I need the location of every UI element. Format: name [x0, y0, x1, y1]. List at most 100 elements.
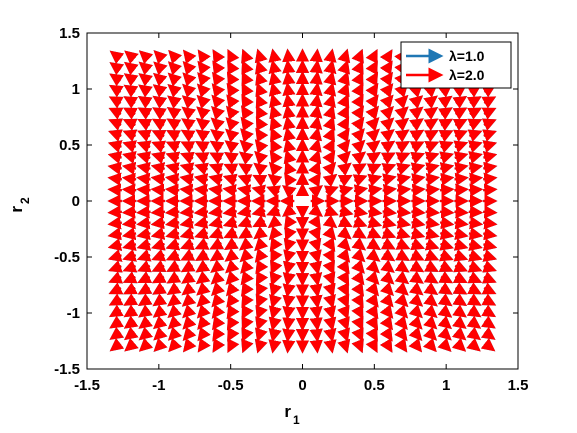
- quiver-arrow: [382, 215, 397, 229]
- quiver-arrow: [226, 315, 240, 331]
- quiver-arrow: [394, 304, 409, 319]
- quiver-arrow: [124, 326, 139, 341]
- quiver-arrow: [466, 293, 482, 306]
- quiver-arrow: [395, 237, 411, 250]
- quiver-arrow: [365, 281, 380, 297]
- quiver-arrow: [268, 59, 282, 75]
- quiver-arrow: [394, 106, 409, 121]
- quiver-arrow: [438, 248, 454, 262]
- quiver-arrow: [168, 337, 182, 353]
- quiver-arrow: [423, 270, 439, 284]
- quiver-arrow: [309, 305, 323, 320]
- quiver-arrow: [179, 162, 195, 176]
- quiver-arrow: [365, 304, 379, 320]
- quiver-arrow: [309, 93, 323, 108]
- quiver-arrow: [483, 161, 498, 175]
- quiver-arrow: [180, 129, 196, 143]
- quiver-arrow: [152, 95, 168, 109]
- quiver-arrow: [309, 260, 322, 276]
- quiver-arrow: [394, 259, 410, 273]
- quiver-arrow: [193, 215, 209, 229]
- quiver-arrow: [282, 93, 296, 108]
- quiver-arrow: [167, 315, 182, 330]
- quiver-arrow: [107, 205, 122, 219]
- quiver-arrow: [195, 270, 211, 285]
- quiver-arrow: [353, 184, 369, 198]
- quiver-arrow: [282, 70, 296, 85]
- quiver-arrow: [224, 140, 240, 154]
- quiver-arrow: [238, 151, 254, 165]
- quiver-arrow: [227, 338, 240, 353]
- quiver-arrow: [194, 162, 209, 176]
- quiver-arrow: [424, 151, 440, 165]
- quiver-arrow: [365, 338, 378, 353]
- quiver-arrow: [227, 49, 240, 64]
- quiver-arrow: [323, 70, 337, 86]
- quiver-arrow: [269, 282, 282, 298]
- quiver-arrow: [224, 152, 239, 165]
- quiver-arrow: [454, 162, 469, 175]
- quiver-arrow: [208, 215, 223, 229]
- quiver-arrow: [122, 151, 137, 164]
- quiver-arrow: [239, 139, 254, 154]
- quiver-arrow: [208, 183, 223, 198]
- quiver-arrow: [209, 248, 225, 262]
- quiver-arrow: [166, 259, 181, 272]
- quiver-arrow: [208, 204, 223, 219]
- quiver-arrow: [107, 216, 122, 230]
- quiver-arrow: [468, 161, 483, 175]
- quiver-arrow: [138, 84, 153, 98]
- quiver-arrow: [269, 237, 283, 252]
- quiver-arrow: [468, 227, 483, 241]
- quiver-arrow: [323, 327, 337, 343]
- y-axis-label-main: r: [7, 206, 26, 213]
- x-tick-label: 0: [298, 377, 306, 394]
- quiver-arrow: [466, 304, 482, 318]
- quiver-arrow: [138, 73, 153, 87]
- quiver-arrow: [209, 140, 225, 154]
- quiver-arrow: [165, 237, 181, 251]
- quiver-arrow: [454, 216, 469, 230]
- quiver-arrow: [282, 104, 296, 119]
- quiver-arrow: [241, 48, 254, 64]
- quiver-arrow: [283, 149, 297, 165]
- quiver-arrow: [239, 248, 254, 263]
- quiver-arrow: [255, 259, 269, 275]
- quiver-arrow: [322, 271, 336, 287]
- quiver-arrow: [439, 162, 455, 176]
- quiver-arrow: [165, 226, 180, 240]
- quiver-arrow: [282, 317, 296, 332]
- quiver-arrow: [424, 141, 440, 154]
- quiver-arrow: [379, 326, 393, 342]
- quiver-arrow: [452, 107, 468, 120]
- quiver-arrow: [351, 139, 366, 154]
- quiver-arrow: [453, 260, 468, 273]
- quiver-arrow: [208, 173, 223, 187]
- quiver-arrow: [270, 248, 283, 264]
- ticks-layer: -1.5 -1 -0.5 0 0.5 1 1.5 -1.5 -1 -0.5 0 0.5 1 1.5: [54, 25, 528, 394]
- quiver-arrow: [241, 338, 254, 354]
- quiver-arrow: [467, 282, 482, 295]
- y-tick-label: 1.5: [59, 25, 80, 42]
- quiver-arrow: [323, 305, 336, 320]
- quiver-arrow: [270, 138, 283, 154]
- quiver-arrow: [180, 259, 196, 273]
- quiver-arrow: [481, 96, 497, 109]
- quiver-arrow: [309, 294, 323, 309]
- quiver-arrow: [423, 337, 437, 353]
- quiver-arrow: [109, 73, 124, 87]
- quiver-arrow: [196, 304, 211, 319]
- quiver-arrow: [351, 248, 366, 263]
- quiver-arrow: [323, 104, 336, 120]
- quiver-arrow: [408, 315, 423, 330]
- quiver-arrow: [167, 304, 182, 318]
- quiver-arrow: [423, 282, 439, 296]
- quiver-arrow: [380, 129, 395, 143]
- quiver-arrow: [336, 237, 351, 252]
- quiver-arrow: [425, 162, 440, 176]
- quiver-arrow: [483, 205, 498, 219]
- quiver-arrow: [337, 327, 350, 343]
- quiver-arrow: [107, 151, 123, 164]
- quiver-arrow: [351, 163, 367, 176]
